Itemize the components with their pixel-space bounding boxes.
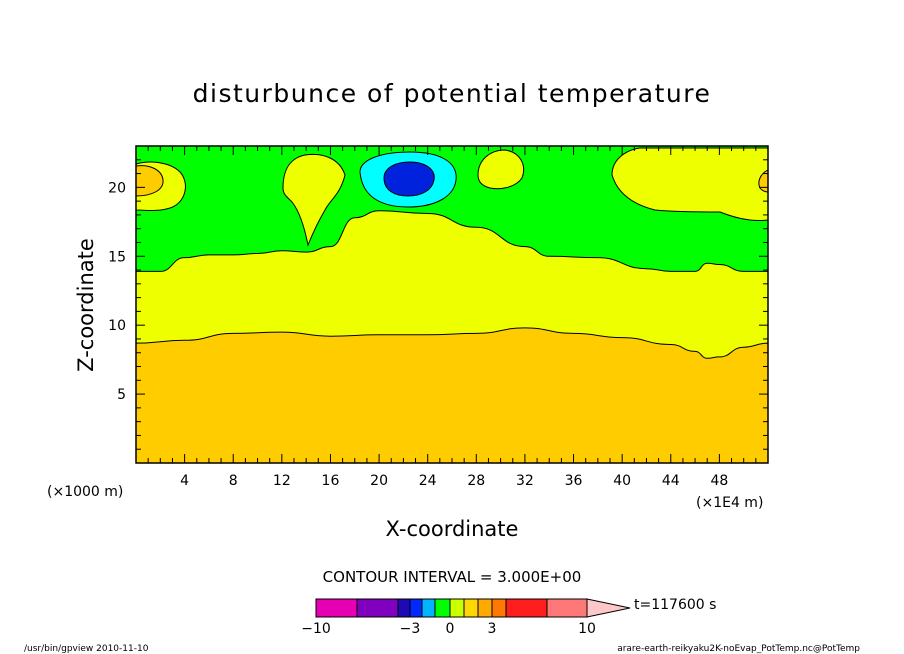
colorbar: −10 −3 0 3 10 (301, 598, 631, 637)
colorbar-tick-label: 0 (446, 621, 455, 637)
region-yellow-top-left (282, 153, 346, 247)
chart-title: disturbunce of potential temperature (193, 79, 712, 108)
region-orange-lower (136, 327, 768, 463)
colorbar-tick-label: 3 (488, 621, 497, 637)
x-tick-label: 20 (370, 473, 388, 489)
x-tick-label: 48 (710, 473, 728, 489)
contour-interval: CONTOUR INTERVAL = 3.000E+00 (323, 568, 582, 586)
colorbar-bin (477, 598, 493, 618)
x-tick-label: 16 (322, 473, 340, 489)
region-yellow-top-right (611, 147, 768, 221)
cold-core-inner (383, 161, 435, 197)
colorbar-tick-label: −3 (400, 621, 421, 637)
warm-blob-left (136, 165, 164, 197)
x-tick-label: 36 (565, 473, 583, 489)
x-tick-label: 44 (662, 473, 680, 489)
footer-right: arare-earth-reikyaku2K-noEvap_PotTemp.nc… (617, 644, 860, 654)
x-tick-label: 8 (229, 473, 238, 489)
x-axis-label: X-coordinate (386, 517, 519, 541)
time-label: t=117600 s (634, 597, 716, 613)
x-unit-right: (×1E4 m) (696, 495, 763, 511)
y-tick-label: 15 (108, 249, 126, 265)
colorbar-bin (356, 598, 399, 618)
x-tick-label: 40 (613, 473, 631, 489)
colorbar-tick-label: 10 (578, 621, 596, 637)
y-axis-label: Z-coordinate (74, 238, 98, 372)
x-tick-label: 32 (516, 473, 534, 489)
colorbar-bin (434, 598, 451, 618)
colorbar-tick-label: −10 (301, 621, 331, 637)
colorbar-bin (463, 598, 479, 618)
x-tick-label: 28 (467, 473, 485, 489)
region-yellow-top-mid (477, 149, 525, 190)
x-tick-label: 12 (273, 473, 291, 489)
colorbar-bin (546, 598, 588, 618)
colorbar-bin (315, 598, 358, 618)
colorbar-bin (409, 598, 423, 618)
colorbar-bin (505, 598, 548, 618)
x-unit-left: (×1000 m) (47, 484, 123, 500)
colorbar-bin (491, 598, 507, 618)
colorbar-bin (421, 598, 436, 618)
colorbar-bin (397, 598, 411, 618)
y-tick-label: 5 (117, 387, 126, 403)
x-tick-label: 24 (419, 473, 437, 489)
x-tick-label: 4 (180, 473, 189, 489)
y-tick-label: 20 (108, 180, 126, 196)
colorbar-bin (449, 598, 465, 618)
y-tick-label: 10 (108, 318, 126, 334)
colorbar-triangle (586, 598, 631, 618)
footer-left: /usr/bin/gpview 2010-11-10 (24, 644, 149, 654)
